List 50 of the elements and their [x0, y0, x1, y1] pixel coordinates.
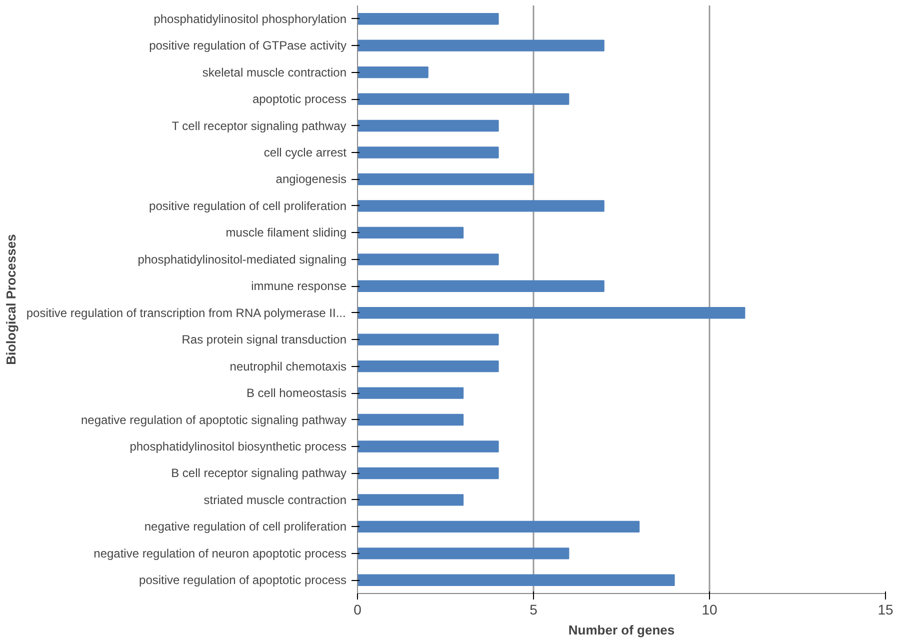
bar — [358, 280, 604, 292]
y-tick-label: muscle filament sliding — [226, 226, 347, 240]
bar — [358, 414, 464, 426]
y-tick-label: phosphatidylinositol phosphorylation — [154, 12, 346, 26]
bar — [358, 440, 499, 452]
y-tick-label: positive regulation of cell proliferation — [149, 198, 347, 213]
y-tick-label: B cell receptor signaling pathway — [171, 466, 347, 480]
bar — [358, 360, 499, 372]
bar — [358, 387, 464, 399]
bar — [358, 66, 428, 78]
y-tick-label: neutrophil chemotaxis — [230, 359, 347, 374]
bar — [358, 120, 499, 132]
bar — [358, 254, 499, 266]
y-tick-label: Ras protein signal transduction — [182, 332, 347, 347]
x-tick-label: 5 — [530, 602, 538, 618]
x-tick-label: 15 — [878, 602, 894, 618]
y-tick-label: phosphatidylinositol-mediated signaling — [138, 252, 347, 266]
bar — [358, 494, 464, 506]
bar — [358, 548, 570, 560]
bar — [358, 173, 534, 186]
y-tick-label: B cell homeostasis — [246, 386, 347, 400]
y-tick-label: apoptotic process — [252, 92, 347, 106]
y-tick-label: cell cycle arrest — [264, 146, 348, 160]
y-tick-label: positive regulation of transcription from RNA polymerase II... — [26, 306, 346, 320]
bar — [358, 146, 499, 158]
x-tick-label: 10 — [702, 602, 718, 618]
y-tick-label: immune response — [251, 279, 347, 294]
y-tick-label: T cell receptor signaling pathway — [172, 118, 346, 133]
y-tick-label: positive regulation of GTPase activity — [149, 38, 347, 53]
bar — [358, 13, 499, 25]
y-tick-label: striated muscle contraction — [204, 492, 347, 507]
bar — [358, 467, 499, 480]
y-tick-label: negative regulation of apoptotic signaling pathway — [80, 412, 347, 427]
bar — [358, 307, 746, 319]
y-tick-label: negative regulation of cell proliferation — [144, 520, 346, 534]
y-tick-label: phosphatidylinositol biosynthetic process — [130, 440, 347, 454]
y-tick-label: positive regulation of apoptotic process — [139, 573, 347, 588]
bar — [358, 226, 464, 239]
y-tick-label: angiogenesis — [276, 172, 347, 186]
bar — [358, 200, 604, 212]
bar — [358, 520, 640, 533]
bar — [358, 40, 604, 52]
y-tick-label: skeletal muscle contraction — [202, 65, 347, 80]
x-axis-title: Number of genes — [568, 622, 675, 638]
y-axis-title: Biological Processes — [3, 234, 18, 365]
bar — [358, 334, 499, 346]
y-tick-label: negative regulation of neuron apoptotic process — [94, 546, 347, 560]
bar — [358, 574, 675, 586]
bar — [358, 93, 570, 105]
x-tick-label: 0 — [354, 602, 362, 618]
